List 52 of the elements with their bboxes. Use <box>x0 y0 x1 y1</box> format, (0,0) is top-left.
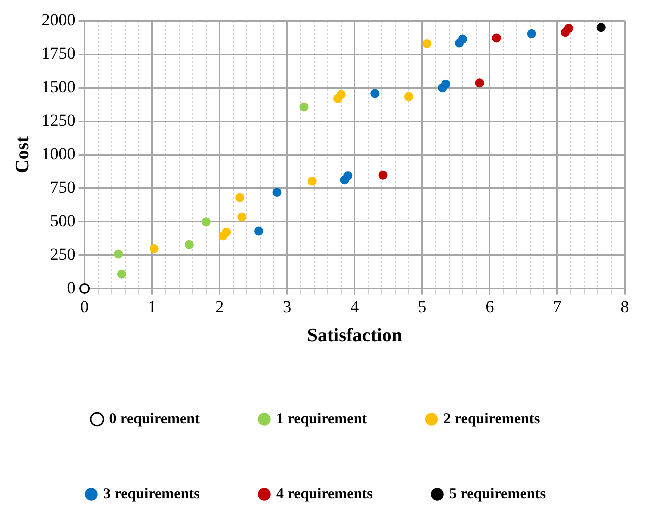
x-tick-label: 6 <box>486 297 494 316</box>
point <box>222 228 232 237</box>
point <box>475 78 484 88</box>
point <box>378 170 388 180</box>
point <box>492 34 502 43</box>
point <box>254 226 264 236</box>
x-tick-label: 1 <box>148 297 157 316</box>
point <box>300 102 309 112</box>
legend-label: 5 requirements <box>450 486 546 502</box>
point <box>596 23 606 32</box>
point <box>370 89 380 98</box>
point <box>442 80 451 89</box>
point <box>114 250 124 259</box>
point <box>527 29 536 38</box>
point <box>80 284 90 294</box>
point <box>344 172 353 181</box>
x-tick-label: 2 <box>216 297 224 316</box>
x-tick-label: 3 <box>283 297 292 316</box>
y-tick-label: 2000 <box>42 10 76 30</box>
legend-label: 0 requirement <box>109 411 200 428</box>
y-axis-title: Cost <box>12 136 34 174</box>
x-tick-label: 8 <box>620 297 630 316</box>
point <box>564 24 574 34</box>
point <box>150 244 159 254</box>
point <box>202 218 211 227</box>
y-tick-label: 1000 <box>42 144 76 164</box>
x-tick-label: 5 <box>418 297 427 316</box>
legend-label: 3 requirements <box>103 486 200 502</box>
x-tick-label: 7 <box>553 297 562 316</box>
y-tick-label: 500 <box>50 211 76 230</box>
y-tick-label: 1500 <box>42 78 76 97</box>
point <box>458 34 468 44</box>
legend-label: 4 requirements <box>276 486 374 502</box>
point <box>308 176 317 186</box>
point <box>422 39 432 48</box>
y-tick-label: 750 <box>50 178 76 197</box>
point <box>336 90 346 100</box>
point <box>404 92 414 102</box>
x-tick-label: 4 <box>350 297 360 316</box>
y-tick-label: 1250 <box>42 111 76 130</box>
y-tick-label: 1750 <box>42 44 76 64</box>
x-tick-label: 0 <box>80 297 90 316</box>
legend-label: 1 requirement <box>276 411 368 428</box>
point <box>238 212 247 222</box>
y-tick-label: 0 <box>67 278 76 298</box>
point <box>117 270 126 279</box>
point <box>184 240 194 250</box>
y-tick-label: 250 <box>50 244 76 264</box>
x-axis-title: Satisfaction <box>307 326 403 347</box>
point <box>236 193 245 202</box>
point <box>272 188 282 197</box>
legend-label: 2 requirements <box>444 411 540 428</box>
